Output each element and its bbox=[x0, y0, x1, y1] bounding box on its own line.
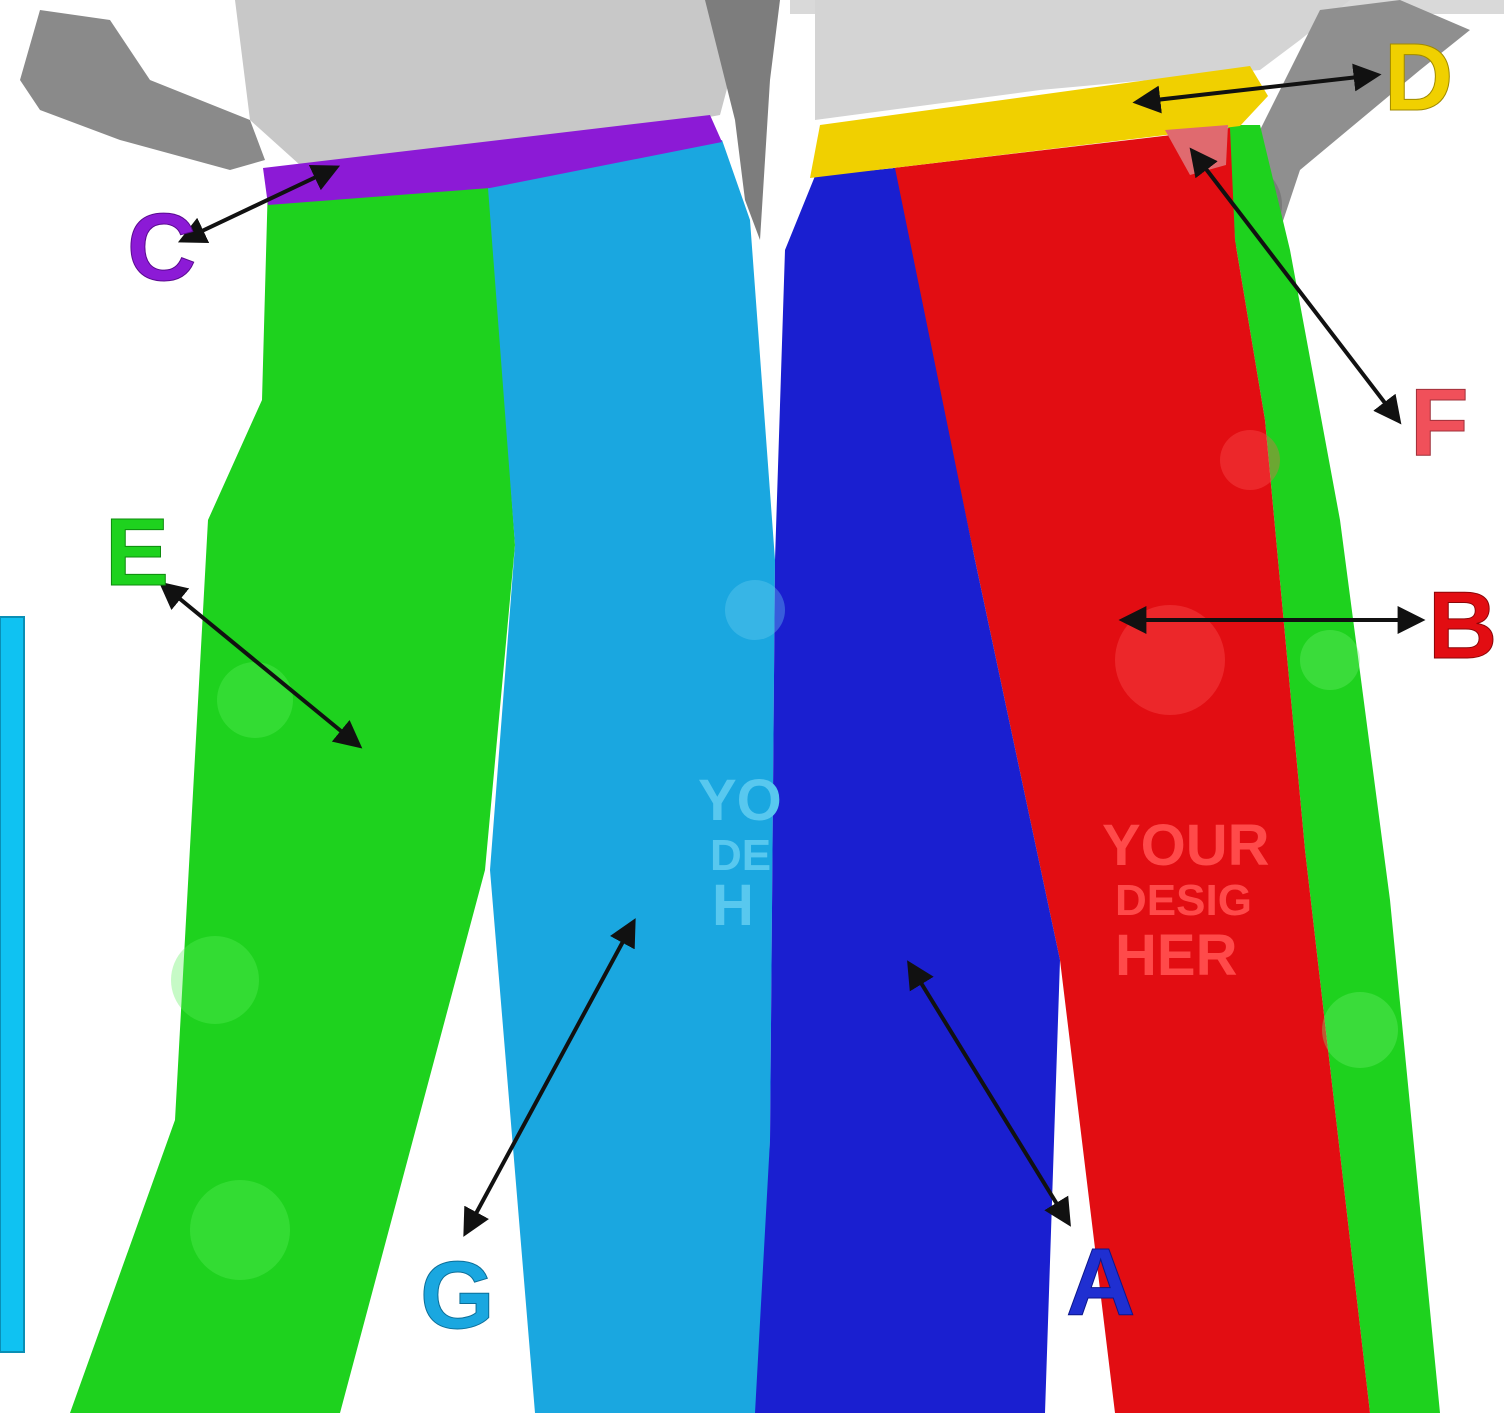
panel-e-left-front-leg bbox=[70, 182, 515, 1413]
label-a: A bbox=[1066, 1229, 1135, 1336]
label-f: F bbox=[1410, 369, 1469, 476]
left-blue-bar bbox=[0, 617, 24, 1352]
label-c: C bbox=[127, 194, 196, 301]
left-figure-arm bbox=[20, 10, 265, 170]
placeholder-left-line-3: H bbox=[712, 873, 754, 938]
label-e: E bbox=[105, 499, 169, 606]
placeholder-right-line-2: DESIG bbox=[1115, 876, 1252, 925]
placeholder-right-line-3: HER bbox=[1115, 923, 1237, 988]
label-d: D bbox=[1384, 24, 1453, 131]
label-b: B bbox=[1428, 572, 1497, 679]
placeholder-right-line-1: YOUR bbox=[1102, 813, 1270, 878]
label-g: G bbox=[420, 1242, 495, 1349]
placeholder-left-line-1: YO bbox=[698, 768, 782, 833]
